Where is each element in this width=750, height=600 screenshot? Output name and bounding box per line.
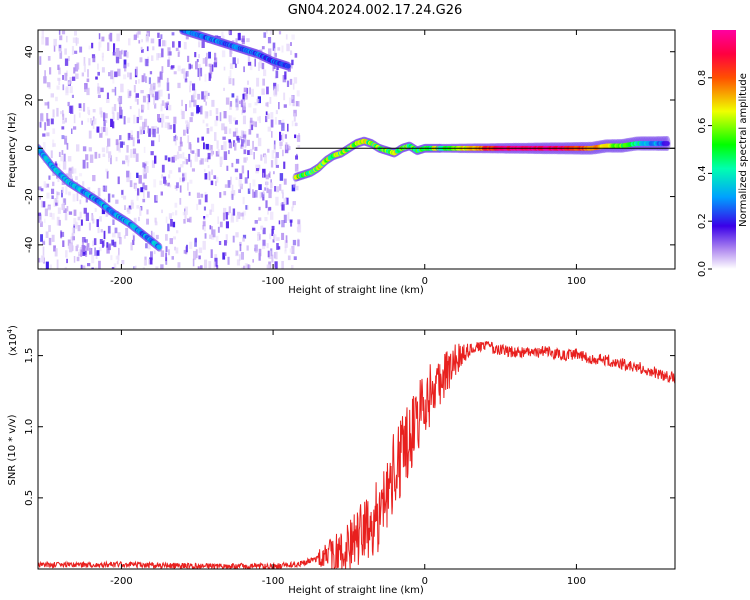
snr-frame	[37, 329, 676, 570]
spectrogram-y-tick-label: 40	[24, 45, 35, 58]
colorbar-tick-label: 0.8	[697, 70, 708, 86]
spectrogram-y-tick-label: 0	[24, 145, 35, 151]
colorbar-label: Normalized spectral amplitude	[738, 73, 749, 227]
snr-y-exponent-power: 4	[6, 328, 14, 333]
snr-panel: -200 -100 0 100 0.5 1.0 1.5 Height of straight…	[6, 325, 676, 596]
snr-y-label: SNR (10 * v/v)	[7, 414, 18, 485]
spectrogram-y-tick-label: -20	[24, 188, 35, 204]
colorbar-tick-label: 0.2	[697, 213, 708, 229]
spectrogram-track	[38, 143, 163, 252]
colorbar-gradient	[712, 30, 736, 269]
spectrogram-y-tick-label: -40	[24, 237, 35, 253]
colorbar: 0.0 0.2 0.4 0.6 0.8 Normalized spectral ampl…	[697, 30, 749, 277]
snr-y-tick-label: 1.0	[24, 419, 35, 435]
snr-y-tick-label: 0.5	[24, 490, 35, 506]
spectrogram-frame	[37, 29, 676, 270]
spectrogram-y-label: Frequency (Hz)	[7, 112, 18, 188]
figure-title: GN04.2024.002.17.24.G26	[288, 3, 463, 18]
spectrogram-track	[436, 136, 671, 155]
colorbar-tick-label: 0.6	[697, 118, 708, 134]
spectrogram-content	[38, 30, 675, 269]
spectrogram-x-tick-label: 0	[422, 276, 428, 287]
snr-x-tick-label: -100	[262, 576, 285, 587]
spectrogram-x-label: Height of straight line (km)	[288, 285, 424, 296]
snr-y-exponent: (x104)	[6, 325, 19, 356]
colorbar-ticks: 0.0 0.2 0.4 0.6 0.8	[697, 70, 712, 277]
snr-axes: -200 -100 0 100 0.5 1.0 1.5	[24, 330, 675, 587]
snr-x-tick-label: -200	[110, 576, 133, 587]
spectrogram-x-tick-label: 100	[567, 276, 586, 287]
spectrogram-x-tick-label: -200	[110, 276, 133, 287]
spectrogram-x-tick-label: -100	[262, 276, 285, 287]
spectrogram-noise	[38, 30, 302, 269]
spectrogram-track	[292, 136, 444, 182]
spectrogram-track	[178, 30, 292, 71]
snr-x-tick-label: 100	[567, 576, 586, 587]
snr-x-tick-label: 0	[422, 576, 428, 587]
spectrogram-y-tick-label: 20	[24, 94, 35, 107]
snr-content	[38, 340, 675, 569]
colorbar-tick-label: 0.4	[697, 165, 708, 181]
snr-x-label: Height of straight line (km)	[288, 585, 424, 596]
colorbar-tick-label: 0.0	[697, 261, 708, 277]
snr-y-tick-label: 1.5	[24, 348, 35, 364]
snr-series-line	[38, 340, 675, 569]
